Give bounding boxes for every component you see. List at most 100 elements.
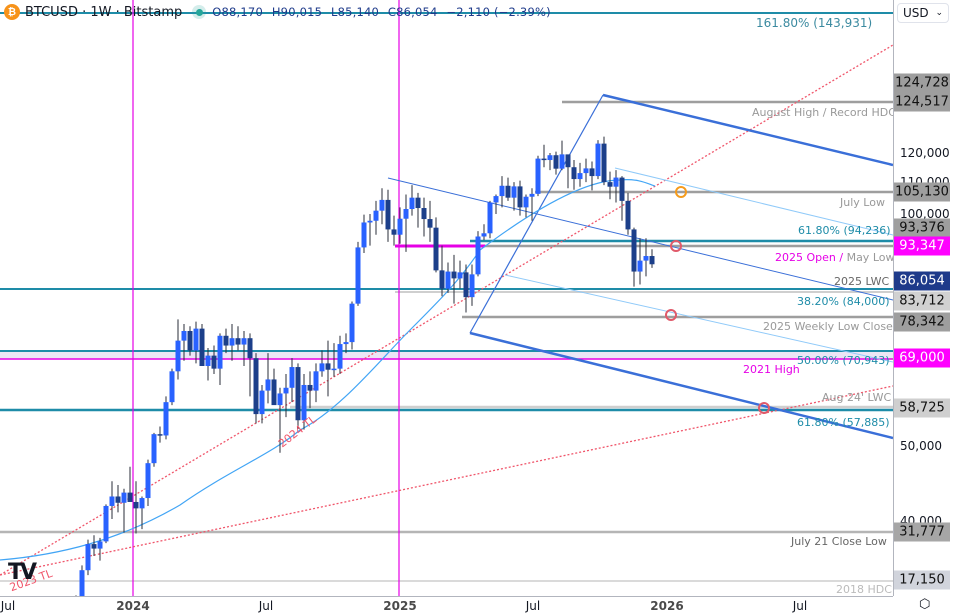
price-label: 93,347: [894, 236, 950, 256]
candle-body: [85, 544, 91, 571]
july-low-label: July Low: [840, 196, 885, 209]
candle-body: [187, 330, 193, 351]
tradingview-logo[interactable]: TV: [8, 560, 37, 585]
candle-body: [355, 247, 361, 304]
candle-body: [559, 154, 565, 169]
candle-body: [109, 496, 115, 506]
candle-body: [541, 158, 547, 161]
candle-body: [205, 355, 211, 366]
july21-close-low-label: July 21 Close Low: [791, 535, 887, 548]
price-tick: 100,000: [900, 207, 950, 221]
ohlc-values: O88,170 H90,015 L85,140 C86,054 −2,110 (…: [212, 5, 556, 19]
parallel-lower: [504, 274, 894, 363]
candle-body: [133, 501, 139, 509]
candle-body: [193, 328, 199, 351]
time-axis[interactable]: Jul 2024 Jul 2025 Jul 2026 Jul: [0, 596, 893, 615]
symbol-title[interactable]: BTCUSD · 1W · Bitstamp: [25, 4, 183, 20]
candle-body: [493, 196, 499, 203]
time-tick: 2025: [383, 599, 417, 613]
channel-lower: [469, 331, 894, 440]
orange-circle-marker: [675, 186, 687, 198]
candle-body: [247, 338, 253, 359]
candle-body: [631, 229, 637, 272]
candle-body: [139, 498, 145, 509]
candle-body: [613, 177, 619, 187]
candle-body: [517, 186, 523, 208]
currency-selector[interactable]: USD ⌄: [897, 3, 949, 23]
band-2021-high: [0, 351, 893, 359]
ohlc-high: H90,015: [271, 5, 323, 19]
candle-body: [229, 338, 235, 346]
candle-body: [337, 344, 343, 369]
may-low-text: May Low: [846, 251, 895, 264]
candle-body: [439, 270, 445, 289]
time-tick: 2024: [116, 599, 150, 613]
chevron-down-icon: ⌄: [935, 8, 943, 18]
channel-upper: [602, 93, 894, 167]
candle-body: [235, 338, 241, 345]
time-tick: Jul: [0, 599, 16, 613]
candle-body: [397, 218, 403, 235]
price-tick: 50,000: [900, 439, 942, 453]
candle-body: [103, 505, 109, 542]
price-label: 86,054: [894, 271, 950, 291]
weekly-low-close-label: 2025 Weekly Low Close: [763, 320, 893, 333]
candle-body: [181, 330, 187, 341]
august-high-label: August High / Record HDC: [752, 106, 896, 119]
candle-body: [307, 384, 313, 391]
fib-618-lower-label: 61.80% (57,885): [797, 416, 890, 429]
fib-50-label: 50.00% (70,943): [797, 354, 890, 367]
open-may-low-label: 2025 Open / May Low: [775, 251, 894, 264]
candle-body: [619, 177, 625, 201]
candle-body: [595, 143, 601, 177]
candle-body: [115, 496, 121, 503]
price-scale[interactable]: 140,000120,000110,000100,00090,00050,000…: [893, 0, 953, 596]
candle-body: [157, 434, 163, 436]
price-chart-svg[interactable]: [0, 0, 894, 615]
candle-body: [637, 260, 643, 272]
candle-body: [577, 173, 583, 180]
candle-body: [601, 143, 607, 183]
candle-body: [463, 272, 469, 298]
price-label: 58,725: [894, 398, 950, 418]
candle-body: [91, 544, 97, 549]
lwc-2025-label: 2025 LWC: [834, 275, 890, 288]
candle-body: [415, 197, 421, 209]
candle-body: [571, 167, 577, 180]
parallel-upper: [614, 167, 894, 236]
price-label: 124,517: [894, 92, 950, 112]
chart-canvas[interactable]: [0, 0, 894, 615]
candle-body: [391, 229, 397, 235]
candle-body: [589, 168, 595, 177]
candle-body: [277, 393, 283, 406]
slash-text: /: [835, 251, 847, 264]
candle-body: [547, 155, 553, 161]
gear-icon[interactable]: ⬡: [919, 597, 931, 612]
fib-161-label: 161.80% (143,931): [756, 16, 873, 30]
candle-body: [409, 197, 415, 210]
candle-body: [223, 335, 229, 346]
price-label: 124,728: [894, 73, 950, 93]
candle-body: [433, 227, 439, 271]
candle-body: [313, 371, 319, 391]
candle-body: [325, 363, 331, 370]
candle-body: [319, 363, 325, 372]
candle-body: [211, 355, 217, 369]
candle-body: [121, 492, 127, 503]
currency-label: USD: [903, 6, 929, 20]
candle-body: [535, 158, 541, 194]
candle-body: [295, 367, 301, 421]
time-tick: Jul: [792, 599, 808, 613]
candle-body: [379, 199, 385, 211]
candle-body: [145, 463, 151, 499]
candle-body: [523, 196, 529, 208]
time-tick: 2026: [650, 599, 684, 613]
price-label: 31,777: [894, 522, 950, 542]
red-dotted-support: [0, 385, 894, 576]
price-label: 93,376: [894, 218, 950, 238]
candle-body: [343, 342, 349, 345]
bitcoin-icon: ₿: [4, 4, 20, 20]
candle-body: [511, 186, 517, 198]
high-2021-label: 2021 High: [743, 363, 800, 376]
candle-body: [151, 434, 157, 464]
